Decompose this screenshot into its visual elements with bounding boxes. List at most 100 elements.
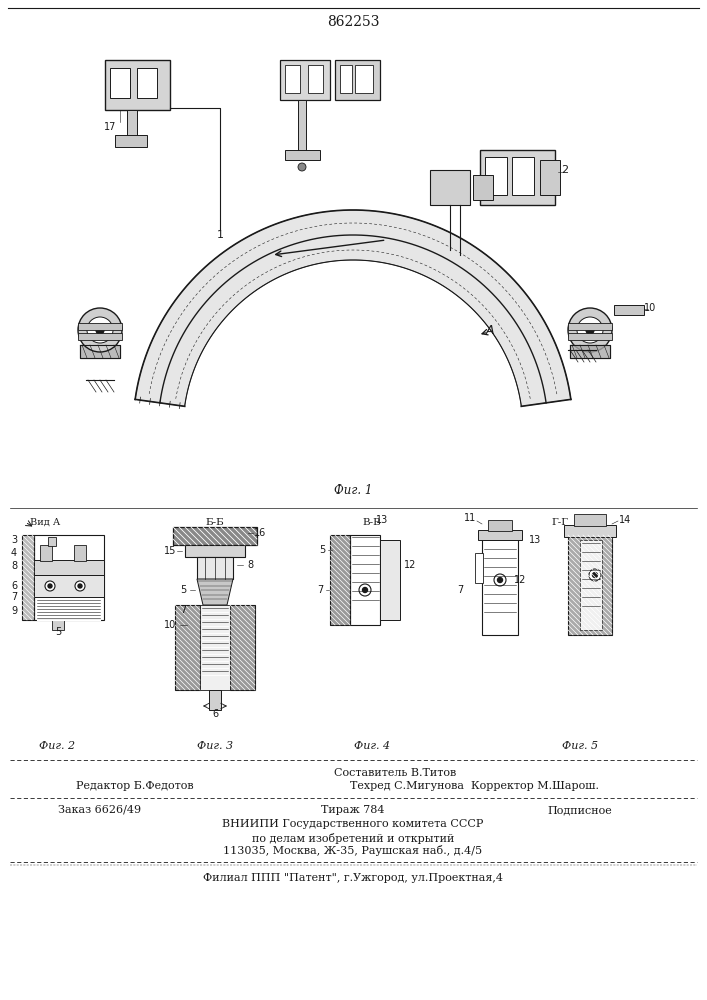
Text: 5: 5 (55, 627, 61, 637)
Text: Техред С.Мигунова  Корректор М.Шарош.: Техред С.Мигунова Корректор М.Шарош. (351, 781, 600, 791)
Text: Фиг. 3: Фиг. 3 (197, 741, 233, 751)
Text: Редактор Б.Федотов: Редактор Б.Федотов (76, 781, 194, 791)
Bar (350, 535, 380, 625)
Circle shape (498, 578, 503, 582)
Text: 17: 17 (104, 122, 116, 132)
Circle shape (589, 569, 601, 581)
Text: В-В: В-В (363, 518, 381, 527)
Bar (475, 553, 483, 583)
Text: 5: 5 (319, 545, 325, 555)
Text: 6: 6 (212, 709, 218, 719)
Bar (74, 545, 86, 561)
Bar (614, 305, 644, 315)
Bar (22, 535, 34, 620)
Bar (568, 333, 612, 340)
Text: 7: 7 (11, 592, 17, 602)
Bar (173, 527, 257, 545)
Text: ВНИИПИ Государственного комитета СССР: ВНИИПИ Государственного комитета СССР (222, 819, 484, 829)
Text: 1: 1 (216, 230, 223, 240)
Text: А: А (486, 324, 494, 336)
Bar (568, 535, 612, 635)
Bar (137, 68, 157, 98)
Bar (298, 100, 306, 155)
Text: 7: 7 (180, 605, 186, 615)
Bar (580, 540, 602, 630)
Text: 13: 13 (529, 535, 541, 545)
Bar (200, 605, 230, 690)
Text: 14: 14 (619, 515, 631, 525)
Text: 16: 16 (254, 528, 266, 538)
Polygon shape (570, 345, 610, 358)
Text: Г-Г: Г-Г (551, 518, 568, 527)
Text: Фиг. 5: Фиг. 5 (562, 741, 598, 751)
Circle shape (586, 326, 594, 334)
Bar (512, 157, 534, 195)
Bar (340, 65, 352, 93)
Text: Заказ 6626/49: Заказ 6626/49 (59, 805, 141, 815)
Circle shape (359, 584, 371, 596)
Bar (34, 560, 104, 575)
Text: Тираж 784: Тираж 784 (321, 805, 385, 815)
Text: 9: 9 (11, 606, 17, 616)
Bar (380, 540, 400, 620)
Text: Составитель В.Титов: Составитель В.Титов (334, 768, 456, 778)
Text: 5: 5 (180, 585, 186, 595)
Bar (574, 514, 606, 526)
Bar (473, 175, 493, 200)
Circle shape (577, 317, 603, 343)
Circle shape (592, 572, 597, 578)
Bar (52, 620, 64, 630)
Polygon shape (135, 210, 571, 406)
Bar (564, 525, 616, 537)
Text: 10: 10 (644, 303, 656, 313)
Circle shape (87, 317, 113, 343)
Circle shape (494, 574, 506, 586)
Bar (478, 530, 522, 540)
Circle shape (48, 584, 52, 588)
Bar (185, 545, 245, 557)
Text: 7: 7 (457, 585, 463, 595)
Text: по делам изобретений и открытий: по делам изобретений и открытий (252, 832, 454, 844)
Circle shape (45, 581, 55, 591)
Bar (209, 690, 221, 710)
Bar (480, 150, 555, 205)
Text: 11: 11 (464, 513, 476, 523)
Bar (330, 535, 350, 625)
Text: 10: 10 (164, 620, 176, 630)
Text: 13: 13 (376, 515, 388, 525)
Text: Филиал ППП "Патент", г.Ужгород, ул.Проектная,4: Филиал ППП "Патент", г.Ужгород, ул.Проек… (203, 873, 503, 883)
Text: Подписное: Подписное (548, 805, 612, 815)
Bar (230, 605, 255, 690)
Bar (285, 65, 300, 93)
Bar (48, 537, 56, 546)
Bar (430, 170, 470, 205)
Bar (285, 150, 320, 160)
Circle shape (298, 163, 306, 171)
Bar (355, 65, 373, 93)
Bar (78, 323, 122, 330)
Polygon shape (197, 579, 233, 605)
Polygon shape (80, 345, 120, 358)
Circle shape (78, 584, 82, 588)
Circle shape (96, 326, 104, 334)
Bar (485, 157, 507, 195)
Text: 12: 12 (514, 575, 526, 585)
Text: 6: 6 (11, 581, 17, 591)
Text: 4: 4 (11, 548, 17, 558)
Bar (308, 65, 323, 93)
Bar (34, 575, 104, 597)
Bar (78, 333, 122, 340)
Text: 7: 7 (317, 585, 323, 595)
Bar (568, 323, 612, 330)
Text: Б-Б: Б-Б (206, 518, 224, 527)
Text: 862253: 862253 (327, 15, 379, 29)
Text: Фиг. 1: Фиг. 1 (334, 484, 372, 496)
Text: 15: 15 (164, 546, 176, 556)
Text: 8: 8 (11, 561, 17, 571)
Circle shape (78, 308, 122, 352)
Bar (197, 557, 233, 579)
Text: 113035, Москва, Ж-35, Раушская наб., д.4/5: 113035, Москва, Ж-35, Раушская наб., д.4… (223, 846, 483, 856)
Text: Фиг. 2: Фиг. 2 (39, 741, 75, 751)
Bar (335, 60, 380, 100)
Bar (40, 545, 52, 561)
